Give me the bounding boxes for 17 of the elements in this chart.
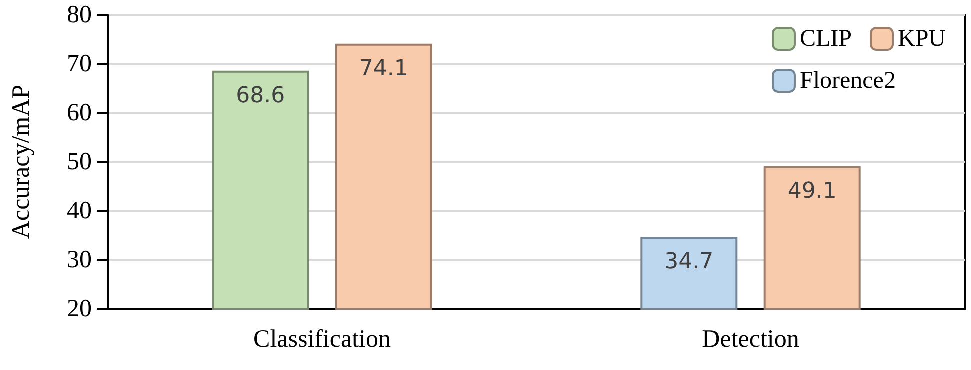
y-tick-label: 50	[67, 148, 92, 176]
legend-label: KPU	[898, 26, 946, 52]
x-tick-label: Classification	[254, 326, 392, 353]
data-label: 74.1	[359, 56, 408, 82]
y-tick-label: 40	[67, 198, 92, 224]
y-tick-label: 20	[67, 296, 92, 322]
y-axis-title: Accuracy/mAP	[8, 84, 35, 240]
y-tick-label: 60	[67, 100, 92, 126]
y-tick-label: 30	[67, 246, 92, 274]
y-tick-label: 70	[67, 50, 92, 78]
data-label: 68.6	[236, 83, 286, 108]
legend-label: CLIP	[800, 26, 852, 52]
y-tick-label: 80	[67, 2, 92, 28]
legend-label: Florence2	[800, 68, 896, 94]
data-label: 49.1	[788, 178, 837, 204]
data-label: 34.7	[664, 249, 714, 274]
x-tick-label: Detection	[702, 326, 800, 353]
